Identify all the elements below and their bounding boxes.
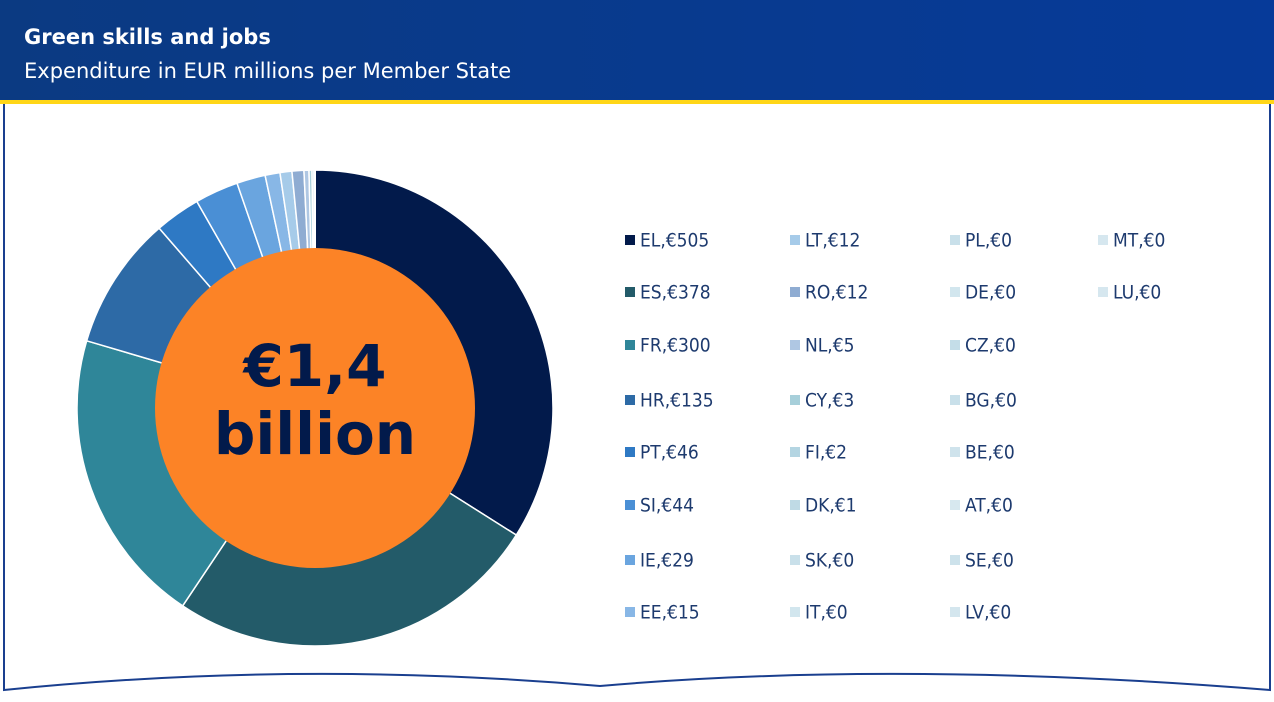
legend-swatch bbox=[950, 500, 960, 510]
legend-swatch bbox=[950, 607, 960, 617]
chart-title: Green skills and jobs bbox=[24, 25, 271, 49]
center-sublabel: billion bbox=[214, 400, 416, 468]
legend-label: IE,€29 bbox=[640, 550, 694, 572]
legend-label: EL,€505 bbox=[640, 230, 709, 252]
legend-label: SE,€0 bbox=[965, 550, 1014, 572]
legend-swatch bbox=[625, 340, 635, 350]
legend-swatch bbox=[625, 395, 635, 405]
legend-swatch bbox=[790, 447, 800, 457]
header-rule bbox=[0, 100, 1274, 104]
legend: EL,€505 ES,€378 FR,€300 HR,€135 PT,€46 SI,€44… bbox=[625, 230, 1165, 624]
legend-swatch bbox=[625, 235, 635, 245]
legend-label: EE,€15 bbox=[640, 602, 700, 624]
header bbox=[0, 0, 1274, 100]
legend-swatch bbox=[790, 500, 800, 510]
legend-label: LT,€12 bbox=[805, 230, 860, 252]
legend-label: IT,€0 bbox=[805, 602, 848, 624]
legend-label: BE,€0 bbox=[965, 442, 1015, 464]
legend-label: DK,€1 bbox=[805, 495, 857, 517]
legend-label: LU,€0 bbox=[1113, 282, 1161, 304]
legend-label: FR,€300 bbox=[640, 335, 711, 357]
legend-swatch bbox=[950, 287, 960, 297]
center-label: €1,4 bbox=[241, 332, 386, 400]
legend-swatch bbox=[790, 555, 800, 565]
legend-swatch bbox=[625, 447, 635, 457]
legend-label: CY,€3 bbox=[805, 390, 854, 412]
legend-swatch bbox=[625, 287, 635, 297]
legend-swatch bbox=[625, 607, 635, 617]
frame bbox=[3, 104, 1271, 692]
legend-swatch bbox=[950, 340, 960, 350]
legend-label: AT,€0 bbox=[965, 495, 1013, 517]
legend-swatch bbox=[950, 395, 960, 405]
legend-label: HR,€135 bbox=[640, 390, 714, 412]
legend-swatch bbox=[1098, 235, 1108, 245]
legend-label: BG,€0 bbox=[965, 390, 1017, 412]
legend-swatch bbox=[790, 340, 800, 350]
legend-swatch bbox=[790, 607, 800, 617]
legend-label: DE,€0 bbox=[965, 282, 1016, 304]
center-circle bbox=[155, 248, 475, 568]
legend-label: PT,€46 bbox=[640, 442, 699, 464]
legend-label: SI,€44 bbox=[640, 495, 694, 517]
legend-label: RO,€12 bbox=[805, 282, 868, 304]
legend-swatch bbox=[1098, 287, 1108, 297]
chart-subtitle: Expenditure in EUR millions per Member S… bbox=[24, 59, 511, 83]
legend-swatch bbox=[790, 395, 800, 405]
legend-swatch bbox=[790, 287, 800, 297]
legend-swatch bbox=[625, 500, 635, 510]
legend-swatch bbox=[625, 555, 635, 565]
legend-label: MT,€0 bbox=[1113, 230, 1165, 252]
legend-label: SK,€0 bbox=[805, 550, 854, 572]
legend-label: PL,€0 bbox=[965, 230, 1012, 252]
legend-swatch bbox=[950, 555, 960, 565]
legend-label: ES,€378 bbox=[640, 282, 711, 304]
legend-label: LV,€0 bbox=[965, 602, 1011, 624]
legend-swatch bbox=[790, 235, 800, 245]
legend-label: NL,€5 bbox=[805, 335, 854, 357]
legend-swatch bbox=[950, 447, 960, 457]
legend-label: FI,€2 bbox=[805, 442, 847, 464]
legend-label: CZ,€0 bbox=[965, 335, 1016, 357]
legend-swatch bbox=[950, 235, 960, 245]
